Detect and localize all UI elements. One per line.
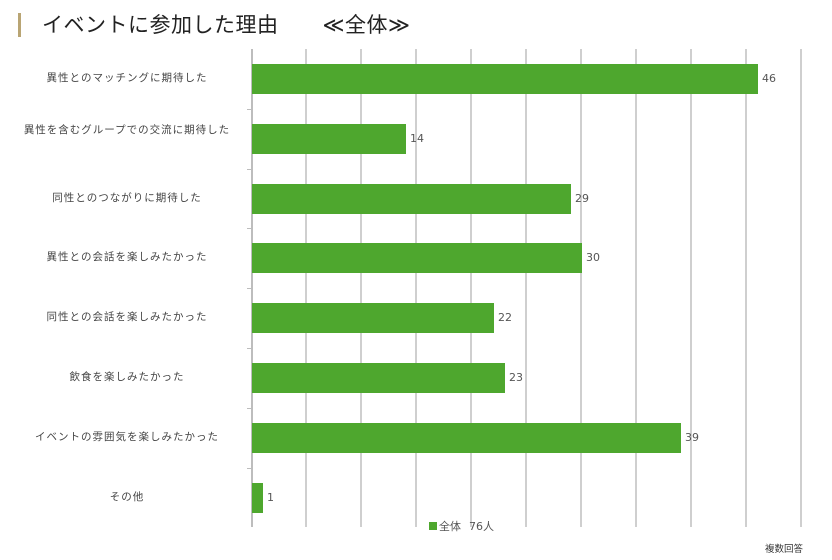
bar — [252, 363, 505, 393]
gridline — [690, 49, 692, 527]
multiple-answer-note: 複数回答 — [765, 544, 804, 555]
category-label: 異性を含むグループでの交流に期待した — [23, 123, 231, 136]
bar-value-label: 30 — [586, 251, 600, 265]
bar — [252, 482, 263, 513]
category-label: その他 — [109, 490, 145, 503]
category-label: 飲食を楽しみたかった — [69, 371, 185, 383]
bar-value-label: 39 — [685, 430, 699, 444]
bar — [252, 303, 494, 334]
legend-count: 76人 — [469, 520, 494, 533]
legend-label: 全体 — [439, 520, 461, 533]
gridline — [360, 49, 362, 527]
y-axis — [251, 49, 253, 527]
category-label: 同性とのつながりに期待した — [52, 191, 202, 204]
gridline — [745, 49, 747, 527]
legend-swatch-icon — [429, 522, 437, 530]
gridline — [525, 49, 527, 527]
page-title: イベントに参加した理由 ≪全体≫ — [42, 9, 410, 39]
gridline — [305, 49, 307, 527]
bar — [252, 123, 406, 154]
bar — [252, 64, 758, 94]
chart-plot-area: 46 14 29 30 22 23 39 1 — [247, 49, 802, 527]
category-label: 異性とのマッチングに期待した — [46, 72, 208, 84]
bar-value-label: 14 — [410, 131, 424, 145]
axis-tick — [247, 228, 251, 230]
bar — [252, 243, 582, 274]
axis-tick — [247, 108, 251, 110]
axis-tick — [247, 288, 251, 290]
axis-tick — [247, 467, 251, 469]
gridline — [415, 49, 417, 527]
category-label: 同性との会話を楽しみたかった — [46, 311, 208, 324]
category-label: 異性との会話を楽しみたかった — [46, 251, 208, 264]
axis-tick — [247, 168, 251, 170]
bar-value-label: 22 — [498, 311, 512, 325]
bar-value-label: 46 — [762, 72, 776, 85]
category-label: イベントの雰囲気を楽しみたかった — [35, 430, 219, 443]
title-accent-bar — [18, 13, 21, 37]
gridline — [635, 49, 637, 527]
gridline — [470, 49, 472, 527]
bar-value-label: 29 — [575, 191, 589, 205]
bar — [252, 183, 571, 214]
axis-tick — [247, 348, 251, 349]
bar-value-label: 1 — [267, 490, 274, 504]
axis-tick — [247, 407, 251, 409]
title-text: イベントに参加した理由 — [42, 13, 279, 37]
gridline — [800, 49, 802, 527]
gridline — [580, 49, 582, 527]
bar — [252, 422, 681, 453]
bar-value-label: 23 — [509, 371, 523, 384]
chart-legend: 全体 76人 — [429, 518, 494, 534]
title-scope: ≪全体≫ — [322, 13, 411, 37]
